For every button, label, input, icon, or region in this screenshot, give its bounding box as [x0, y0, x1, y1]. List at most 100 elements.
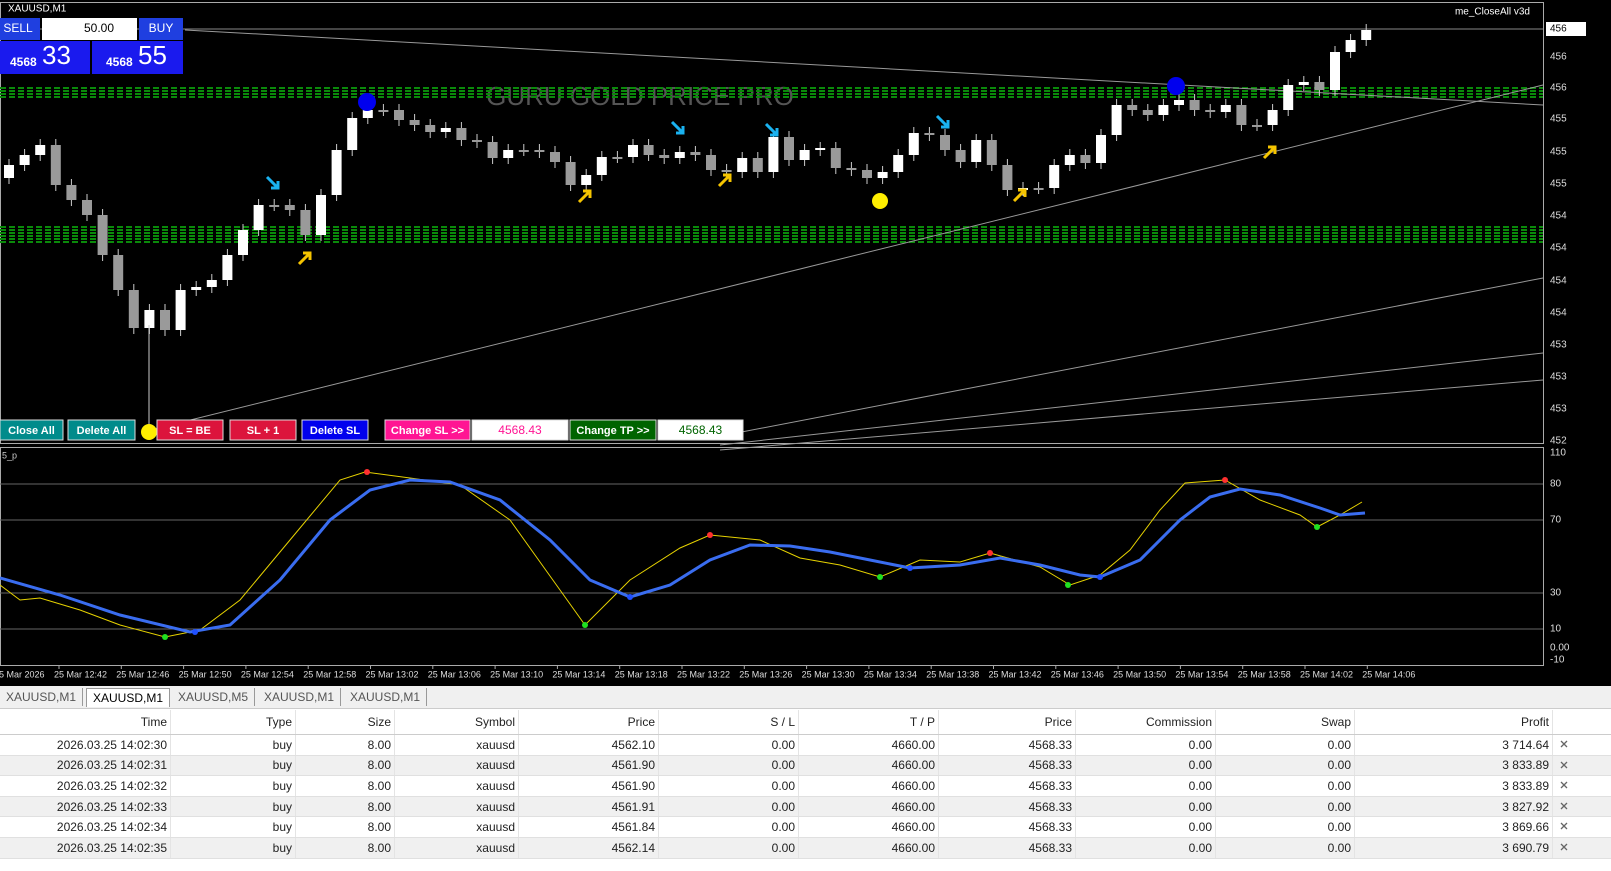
sell-button[interactable]	[0, 18, 40, 40]
time-axis-label: 25 Mar 13:42	[989, 669, 1042, 679]
candle-body	[1111, 105, 1122, 135]
table-row: 2026.03.25 14:02:30 buy 8.00 xauusd 4562.10 0…	[0, 735, 1611, 756]
trend-line	[719, 379, 1544, 451]
close-position[interactable]	[1560, 843, 1568, 851]
candle-body	[706, 155, 716, 170]
chart-tab[interactable]: XAUUSD,M1	[0, 688, 84, 706]
table-cell: buy	[171, 837, 296, 858]
candle-body	[893, 155, 904, 172]
chart-tab[interactable]: XAUUSD,M1	[344, 688, 428, 706]
candle-body	[253, 205, 264, 230]
buy-button[interactable]	[139, 18, 183, 40]
candle-body	[316, 195, 326, 235]
close-position[interactable]	[1560, 781, 1568, 789]
candle-body	[940, 135, 950, 150]
table-cell: 3 869.66	[1355, 817, 1553, 837]
chart-tab[interactable]: XAUUSD,M1	[86, 688, 171, 707]
close-position[interactable]	[1560, 802, 1568, 810]
tp-input-button[interactable]	[657, 419, 744, 441]
price-axis-label: 453	[1550, 404, 1567, 415]
candle-body	[1002, 165, 1013, 190]
lot-input[interactable]	[42, 18, 137, 40]
chart-tab[interactable]: XAUUSD,M5	[172, 688, 256, 706]
close-position[interactable]	[1560, 740, 1568, 748]
table-cell: buy	[171, 776, 296, 796]
oscillator-axis-label: 10	[1550, 624, 1562, 635]
time-axis-label: 25 Mar 13:10	[490, 669, 543, 679]
ask-box	[92, 41, 183, 74]
price-axis-label: 452	[1550, 436, 1567, 447]
sell-arrow	[764, 122, 779, 137]
candle-body	[1142, 110, 1153, 115]
candle-body	[175, 290, 186, 330]
table-cell: 4561.90	[519, 776, 659, 796]
candle-body	[1064, 155, 1075, 165]
candle-body	[19, 155, 30, 165]
price-axis-label: 454	[1550, 211, 1567, 222]
sl-plus-button[interactable]	[229, 419, 297, 441]
table-cell: 0.00	[1216, 735, 1355, 755]
candle-body	[1049, 165, 1060, 188]
trend-line	[699, 277, 1544, 441]
candle-body	[1205, 110, 1216, 112]
candle-body	[955, 150, 966, 162]
candle-body	[799, 150, 810, 160]
table-cell: xauusd	[395, 796, 519, 817]
candle-body	[50, 145, 61, 185]
buy-arrow	[1262, 145, 1277, 160]
signal-line	[0, 471, 1363, 638]
trade-panel: SELL 50.00 BUY 4568 33 4568 55	[0, 18, 183, 74]
candle-body	[596, 157, 607, 175]
table-cell: buy	[171, 755, 296, 776]
table-cell: 0.00	[659, 817, 799, 837]
button-label: SL = BE	[169, 425, 211, 437]
table-cell: xauusd	[395, 776, 519, 796]
sl-input-button[interactable]	[471, 419, 569, 441]
table-cell: 8.00	[296, 755, 395, 776]
table-cell: 4562.14	[519, 837, 659, 858]
sl-be-button[interactable]	[156, 419, 224, 441]
table-cell: 8.00	[296, 796, 395, 817]
table-row: 2026.03.25 14:02:34 buy 8.00 xauusd 4561.84 0…	[0, 817, 1611, 838]
change-sl-button[interactable]	[384, 419, 471, 441]
delete-all-button[interactable]	[67, 419, 136, 441]
signal-dot	[872, 193, 888, 209]
time-axis-label: 25 Mar 13:30	[802, 669, 855, 679]
table-cell: 4660.00	[799, 776, 939, 796]
table-cell: Price	[939, 710, 1076, 734]
table-cell: 0.00	[1076, 796, 1216, 817]
table-cell: xauusd	[395, 735, 519, 755]
price-tag	[1546, 22, 1586, 36]
candle-body	[1283, 85, 1294, 110]
candle-body	[378, 110, 389, 112]
candle-body	[409, 120, 420, 125]
candle-body	[924, 133, 935, 135]
close-position[interactable]	[1560, 761, 1568, 769]
table-cell: 0.00	[1216, 837, 1355, 858]
watermark: GURU GOLD PRICE PRO	[486, 81, 794, 111]
table-cell: 3 690.79	[1355, 837, 1553, 858]
chart-tab[interactable]: XAUUSD,M1	[258, 688, 342, 706]
close-all-button[interactable]	[0, 419, 64, 441]
delete-sl-button[interactable]	[301, 419, 369, 441]
table-cell: S / L	[659, 710, 799, 734]
candle-body	[518, 150, 529, 152]
candle-body	[1236, 105, 1247, 125]
time-axis-label: 25 Mar 13:22	[677, 669, 730, 679]
bid-small: 33	[42, 40, 71, 70]
time-axis-label: 25 Mar 12:42	[54, 669, 107, 679]
table-cell: 4561.90	[519, 755, 659, 776]
table-cell: 2026.03.25 14:02:33	[0, 796, 171, 817]
time-axis-label: 25 Mar 13:50	[1113, 669, 1166, 679]
table-cell: 3 827.92	[1355, 796, 1553, 817]
change-tp-button[interactable]	[569, 419, 657, 441]
candle-body	[862, 170, 872, 178]
oscillator-axis-label: 70	[1550, 515, 1562, 526]
close-position[interactable]	[1560, 822, 1568, 830]
table-cell: 0.00	[659, 776, 799, 796]
table-cell: 2026.03.25 14:02:30	[0, 735, 171, 755]
candle-body	[425, 125, 436, 132]
candle-body	[222, 255, 233, 280]
oscillator-axis-label: 110	[1550, 448, 1566, 459]
oscillator-axis-label: 30	[1550, 588, 1562, 599]
